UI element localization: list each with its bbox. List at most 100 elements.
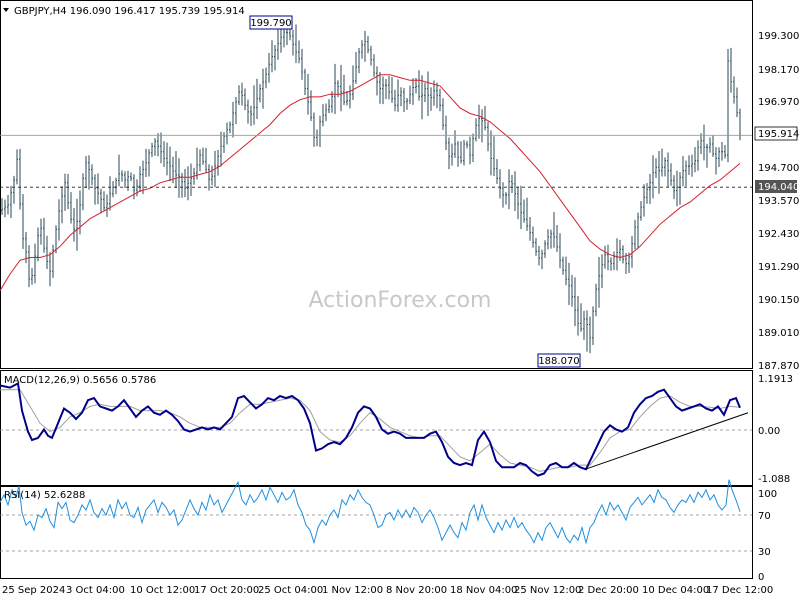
price-bar bbox=[133, 174, 135, 200]
price-bar bbox=[535, 238, 537, 256]
x-tick: 2 Dec 20:00 bbox=[578, 585, 639, 596]
price-bar bbox=[22, 194, 24, 249]
price-bar bbox=[64, 173, 66, 211]
price-bar bbox=[586, 310, 588, 352]
annotation-high-box bbox=[249, 15, 293, 30]
price-bar bbox=[10, 185, 12, 218]
price-bar bbox=[310, 90, 312, 121]
collapse-triangle-icon bbox=[3, 8, 9, 12]
x-tick: 17 Dec 12:00 bbox=[706, 585, 773, 596]
price-tick: 187.870 bbox=[758, 361, 799, 372]
price-bar bbox=[604, 245, 606, 269]
price-tick: 196.970 bbox=[758, 97, 799, 108]
level-badge-box bbox=[755, 180, 797, 193]
price-bar bbox=[703, 124, 705, 161]
x-tick: 1 Nov 12:00 bbox=[322, 585, 383, 596]
current-price-label: 195.914 bbox=[758, 129, 799, 140]
price-bar bbox=[658, 151, 660, 194]
price-bar bbox=[190, 163, 192, 196]
price-bar bbox=[355, 52, 357, 84]
price-bar bbox=[496, 159, 498, 184]
price-bar bbox=[178, 158, 180, 198]
price-bar bbox=[49, 252, 51, 287]
macd-tick: 1.1913 bbox=[758, 374, 793, 385]
price-bar bbox=[622, 245, 624, 264]
x-tick: 3 Oct 04:00 bbox=[66, 585, 125, 596]
price-bar bbox=[544, 240, 546, 258]
price-tick: 192.430 bbox=[758, 229, 799, 240]
price-panel: ActionForex.com GBPJPY,H4 196.090 196.41… bbox=[0, 0, 753, 369]
price-bar bbox=[538, 246, 540, 266]
price-bar bbox=[37, 227, 39, 262]
price-bar bbox=[442, 98, 444, 130]
price-bar bbox=[328, 99, 330, 114]
price-bar bbox=[712, 135, 714, 157]
price-bar bbox=[184, 168, 186, 198]
price-bar bbox=[148, 149, 150, 177]
price-bar bbox=[73, 208, 75, 242]
price-bar bbox=[700, 133, 702, 154]
price-bar bbox=[280, 27, 282, 53]
price-bar bbox=[160, 132, 162, 164]
rsi-tick: 70 bbox=[758, 511, 771, 522]
price-bar bbox=[199, 149, 201, 172]
annotation-high-label: 199.790 bbox=[250, 18, 291, 29]
price-bar bbox=[706, 143, 708, 168]
price-bar bbox=[244, 88, 246, 111]
price-bar bbox=[511, 175, 513, 193]
price-bar bbox=[394, 89, 396, 112]
price-bar bbox=[376, 66, 378, 96]
price-bar bbox=[646, 183, 648, 204]
price-bar bbox=[724, 145, 726, 159]
price-bar bbox=[727, 49, 729, 163]
x-tick: 10 Oct 12:00 bbox=[130, 585, 195, 596]
price-bar bbox=[313, 112, 315, 147]
price-bar bbox=[640, 201, 642, 221]
price-bar bbox=[202, 147, 204, 165]
price-bar bbox=[253, 85, 255, 125]
price-bar bbox=[580, 303, 582, 332]
price-bar bbox=[730, 47, 732, 93]
price-bar bbox=[127, 170, 129, 191]
price-bar bbox=[145, 148, 147, 177]
price-bar bbox=[4, 199, 6, 218]
price-title: GBPJPY,H4 196.090 196.417 195.739 195.91… bbox=[14, 6, 245, 17]
price-bar bbox=[565, 256, 567, 286]
price-bar bbox=[472, 133, 474, 162]
price-bar bbox=[265, 67, 267, 89]
price-bar bbox=[370, 45, 372, 66]
price-bar bbox=[52, 244, 54, 278]
price-bar bbox=[208, 164, 210, 191]
price-bar bbox=[67, 173, 69, 210]
price-bar bbox=[589, 316, 591, 354]
price-bar bbox=[637, 212, 639, 248]
price-bar bbox=[277, 27, 279, 60]
price-bar bbox=[526, 197, 528, 231]
price-bar bbox=[13, 175, 15, 204]
price-bar bbox=[721, 142, 723, 161]
price-bar bbox=[25, 232, 27, 264]
price-bar bbox=[583, 310, 585, 340]
price-bar bbox=[601, 254, 603, 289]
price-bar bbox=[439, 88, 441, 112]
price-y-axis: 199.300 198.170 196.970 195.914 194.700 … bbox=[754, 31, 799, 372]
price-bar bbox=[205, 147, 207, 173]
price-bar bbox=[670, 163, 672, 186]
price-bar bbox=[19, 148, 21, 210]
x-tick: 10 Dec 04:00 bbox=[642, 585, 709, 596]
macd-trendline bbox=[584, 412, 749, 470]
price-bar bbox=[121, 170, 123, 182]
price-bar bbox=[628, 252, 630, 273]
price-bar bbox=[607, 244, 609, 271]
price-bar bbox=[463, 139, 465, 166]
price-bars bbox=[1, 19, 741, 354]
price-bar bbox=[70, 192, 72, 224]
price-tick: 194.700 bbox=[758, 163, 799, 174]
price-bar bbox=[715, 147, 717, 175]
annotation-low-box bbox=[537, 353, 581, 368]
price-bar bbox=[82, 173, 84, 211]
price-bar bbox=[574, 277, 576, 327]
price-tick: 191.290 bbox=[758, 262, 799, 273]
price-bar bbox=[520, 185, 522, 230]
price-bar bbox=[610, 257, 612, 271]
